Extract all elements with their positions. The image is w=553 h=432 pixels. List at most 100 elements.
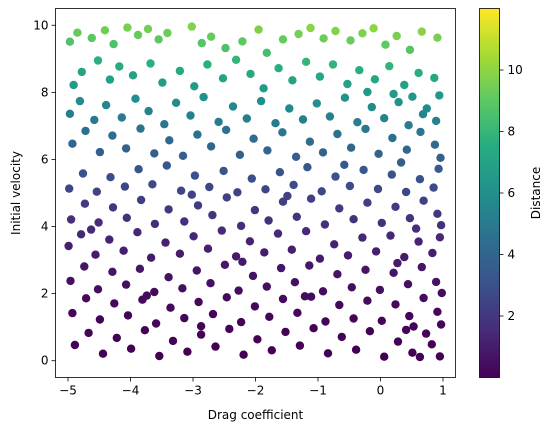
scatter-point [135,264,145,273]
x-tick-label: −2 [247,384,265,398]
scatter-point [80,199,90,208]
scatter-point [436,320,446,329]
y-tick-label: 8 [41,85,49,99]
scatter-point [77,67,87,77]
scatter-point [208,309,218,319]
scatter-point [256,96,266,106]
scatter-point [361,124,370,134]
scatter-point [161,238,170,247]
scatter-point [214,117,223,127]
scatter-point [317,187,326,196]
scatter-point [273,229,283,238]
scatter-point [126,344,136,353]
scatter-point [349,314,358,323]
scatter-point [274,63,283,73]
scatter-point [387,170,396,179]
scatter-point [345,181,355,191]
scatter-point [131,94,140,103]
scatter-point [196,330,206,339]
scatter-point [134,165,143,174]
scatter-point [193,130,202,139]
scatter-point [353,118,362,127]
scatter-point [194,297,203,307]
scatter-point [119,246,128,255]
scatter-point [325,112,335,121]
scatter-point [300,292,310,301]
scatter-point [414,68,423,78]
scatter-point [70,340,80,350]
x-tick-label: 0 [377,384,385,398]
x-tick-label: 1 [439,384,447,398]
scatter-point [121,280,131,289]
scatter-point [375,285,385,295]
scatter-point [278,35,288,44]
scatter-point [393,337,403,346]
x-tick-label: −1 [309,384,327,398]
scatter-point [428,248,437,258]
scatter-point [84,328,93,338]
scatter-point [95,147,105,157]
x-axis: −5 −4 −3 −2 −1 0 1 [59,377,447,398]
scatter-point [259,84,268,93]
scatter-point [309,324,318,333]
scatter-point [292,212,301,221]
scatter-point [76,230,86,239]
scatter-point [335,300,344,310]
scatter-point [434,164,443,173]
scatter-point [105,235,114,244]
scatter-point [431,277,441,287]
scatter-point [151,319,161,328]
scatter-point [431,116,441,126]
scatter-point [86,225,96,234]
scatter-point [267,346,276,355]
scatter-point [221,43,230,53]
scatter-point [414,237,423,246]
scatter-point [323,349,333,358]
scatter-point [171,98,181,108]
scatter-point [433,33,442,42]
scatter-point [148,180,157,189]
scatter-points [64,22,446,362]
scatter-point [374,149,383,158]
scatter-point [225,324,234,334]
scatter-point [401,187,411,197]
scatter-point [393,258,402,268]
scatter-point [340,93,350,102]
scatter-point [183,347,192,356]
scatter-point [435,352,445,361]
scatter-point [385,61,394,71]
scatter-point [283,191,292,201]
scatter-point [416,127,425,137]
scatter-point [250,205,260,215]
scatter-point [290,278,300,287]
scatter-point [305,261,314,270]
scatter-point [92,187,102,196]
scatter-point [400,252,409,262]
scatter-point [303,163,312,172]
scatter-point [430,140,440,149]
scatter-point [178,151,188,160]
scatter-point [298,115,308,124]
scatter-point [238,37,247,46]
scatter-point [175,249,185,258]
scatter-point [95,315,105,324]
scatter-point [355,66,364,75]
scatter-point [405,45,415,54]
scatter-point [94,218,103,227]
scatter-point [206,32,216,41]
scatter-point [346,36,355,45]
scatter-point [287,245,296,254]
scatter-point [65,184,74,193]
x-tick-label: −3 [184,384,202,398]
scatter-point [192,266,201,275]
y-tick-label: 10 [33,18,48,32]
scatter-point [133,30,143,40]
scatter-point [294,29,303,39]
scatter-point [115,62,124,71]
scatter-point [278,294,288,304]
scatter-point [93,285,103,294]
scatter-point [180,313,189,323]
scatter-point [369,24,378,33]
